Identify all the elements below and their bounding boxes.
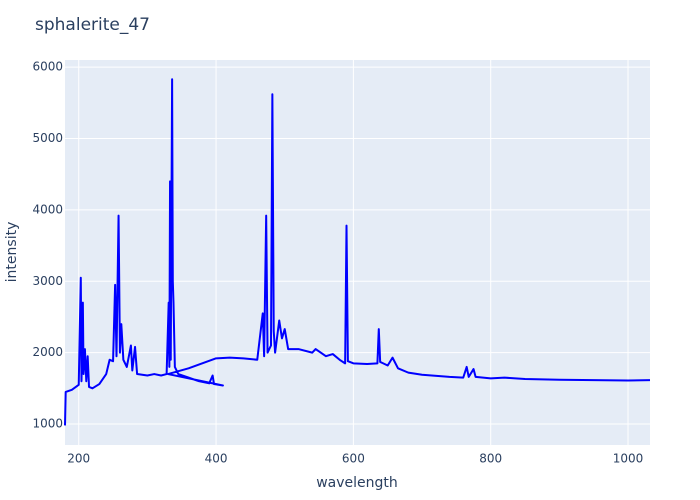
- x-tick-label: 400: [205, 452, 228, 466]
- x-tick-label: 600: [342, 452, 365, 466]
- y-tick-label: 3000: [32, 274, 63, 288]
- x-tick-label: 1000: [613, 452, 644, 466]
- y-tick-label: 2000: [32, 345, 63, 359]
- y-tick-label: 1000: [32, 417, 63, 431]
- y-tick-label: 6000: [32, 60, 63, 74]
- x-axis-title: wavelength: [316, 475, 398, 491]
- x-tick-label: 200: [67, 452, 90, 466]
- line-series: [64, 78, 651, 426]
- marks: [64, 78, 651, 426]
- y-tick-label: 5000: [32, 131, 63, 145]
- grid: [65, 60, 650, 445]
- plot-area: [65, 60, 650, 445]
- y-tick-label: 4000: [32, 202, 63, 216]
- x-tick-label: 800: [479, 452, 502, 466]
- chart-title: sphalerite_47: [35, 15, 150, 35]
- y-axis-title: intensity: [4, 222, 20, 283]
